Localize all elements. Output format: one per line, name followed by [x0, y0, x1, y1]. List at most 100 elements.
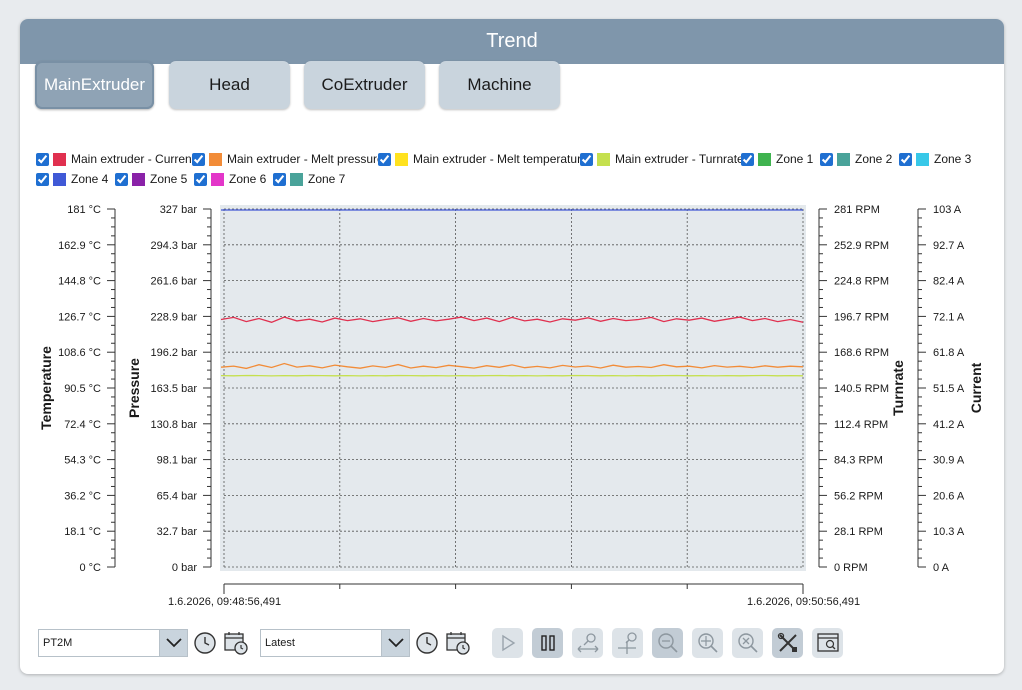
- zoom-move-icon: [697, 633, 718, 653]
- current-tick-label: 61.8 A: [933, 347, 965, 359]
- legend-item-zone-4[interactable]: Zone 4: [36, 171, 108, 187]
- zoom-move-button[interactable]: [692, 628, 723, 658]
- legend-checkbox[interactable]: [36, 152, 49, 166]
- legend-checkbox[interactable]: [741, 152, 754, 166]
- legend-checkbox[interactable]: [899, 152, 912, 166]
- temperature-tick-label: 90.5 °C: [64, 383, 101, 395]
- legend-item-turnrate[interactable]: Main extruder - Turnrate: [580, 151, 744, 167]
- legend-label: Zone 5: [150, 172, 188, 186]
- current-tick-label: 72.1 A: [933, 311, 965, 323]
- range-clock-button[interactable]: [189, 628, 220, 658]
- pressure-axis-title: Pressure: [126, 358, 142, 418]
- legend-label: Zone 3: [934, 152, 972, 166]
- legend-item-zone-3[interactable]: Zone 3: [899, 151, 971, 167]
- play-icon: [501, 634, 515, 652]
- legend-checkbox[interactable]: [580, 152, 593, 166]
- mode-clock-button[interactable]: [411, 628, 442, 658]
- legend-checkbox[interactable]: [192, 152, 205, 166]
- legend-checkbox[interactable]: [115, 172, 128, 186]
- legend-swatch: [916, 152, 929, 166]
- pressure-tick-label: 327 bar: [160, 204, 198, 216]
- tab-head[interactable]: Head: [169, 61, 290, 109]
- turnrate-tick-label: 140.5 RPM: [834, 383, 889, 395]
- pressure-tick-label: 294.3 bar: [151, 240, 198, 252]
- tab-machine[interactable]: Machine: [439, 61, 560, 109]
- x-start-label: 1.6.2026, 09:48:56,491: [168, 596, 282, 608]
- range-select[interactable]: PT2M: [38, 629, 188, 657]
- turnrate-tick-label: 112.4 RPM: [834, 419, 888, 431]
- pressure-tick-label: 196.2 bar: [151, 347, 198, 359]
- mode-select[interactable]: Latest: [260, 629, 410, 657]
- turnrate-tick-label: 56.2 RPM: [834, 490, 883, 502]
- legend-item-zone-2[interactable]: Zone 2: [820, 151, 892, 167]
- current-tick-label: 82.4 A: [933, 276, 965, 288]
- current-tick-label: 92.7 A: [933, 240, 965, 252]
- legend-label: Zone 6: [229, 172, 267, 186]
- turnrate-tick-label: 224.8 RPM: [834, 276, 889, 288]
- legend-item-zone-7[interactable]: Zone 7: [273, 171, 345, 187]
- panel-title: Trend: [20, 19, 1004, 64]
- range-calendar-button[interactable]: [220, 628, 251, 658]
- pressure-tick-label: 130.8 bar: [151, 419, 198, 431]
- legend-label: Zone 7: [308, 172, 346, 186]
- pause-button[interactable]: [532, 628, 563, 658]
- zoom-x-button[interactable]: [572, 628, 603, 658]
- temperature-axis-title: Temperature: [38, 346, 54, 430]
- zoom-in-button[interactable]: [652, 628, 683, 658]
- turnrate-tick-label: 196.7 RPM: [834, 311, 889, 323]
- legend-checkbox[interactable]: [820, 152, 833, 166]
- legend-item-zone-1[interactable]: Zone 1: [741, 151, 813, 167]
- legend-item-current[interactable]: Main extruder - Current: [36, 151, 195, 167]
- clock-icon: [415, 632, 438, 654]
- legend-checkbox[interactable]: [194, 172, 207, 186]
- inspect-button[interactable]: [812, 628, 843, 658]
- inspect-window-icon: [816, 633, 839, 652]
- chevron-down-icon[interactable]: [381, 630, 409, 656]
- zoom-reset-button[interactable]: [732, 628, 763, 658]
- legend-swatch: [209, 152, 222, 166]
- current-tick-label: 0 A: [933, 562, 950, 574]
- turnrate-tick-label: 252.9 RPM: [834, 240, 889, 252]
- chevron-down-icon[interactable]: [159, 630, 187, 656]
- legend-item-melt-temperature[interactable]: Main extruder - Melt temperature: [378, 151, 588, 167]
- current-tick-label: 41.2 A: [933, 419, 965, 431]
- temperature-tick-label: 144.8 °C: [58, 276, 101, 288]
- tab-mainextruder[interactable]: MainExtruder: [35, 61, 154, 109]
- turnrate-tick-label: 0 RPM: [834, 562, 868, 574]
- tools-icon: [777, 632, 797, 652]
- legend-swatch: [290, 172, 303, 186]
- legend-item-melt-pressure[interactable]: Main extruder - Melt pressure: [192, 151, 384, 167]
- temperature-tick-label: 126.7 °C: [58, 311, 101, 323]
- legend-label: Main extruder - Current: [71, 152, 196, 166]
- current-tick-label: 20.6 A: [933, 490, 965, 502]
- calendar-clock-icon: [223, 632, 248, 655]
- current-axis-title: Current: [968, 362, 984, 413]
- legend-swatch: [395, 152, 408, 166]
- zoom-in-icon: [657, 633, 678, 653]
- pressure-tick-label: 261.6 bar: [151, 276, 198, 288]
- legend-checkbox[interactable]: [273, 172, 286, 186]
- clock-icon: [193, 632, 216, 654]
- mode-calendar-button[interactable]: [442, 628, 473, 658]
- turnrate-axis-title: Turnrate: [890, 360, 906, 416]
- current-tick-label: 51.5 A: [933, 383, 965, 395]
- pressure-tick-label: 163.5 bar: [151, 383, 198, 395]
- trend-chart[interactable]: 181 °C 162.9 °C 144.8 °C 126.7 °C 108.6 °C 90…: [0, 0, 1022, 610]
- legend-item-zone-5[interactable]: Zone 5: [115, 171, 187, 187]
- temperature-tick-label: 181 °C: [67, 204, 101, 216]
- legend-label: Main extruder - Turnrate: [615, 152, 744, 166]
- zoom-x-icon: [577, 633, 598, 653]
- zoom-xy-button[interactable]: [612, 628, 643, 658]
- legend-item-zone-6[interactable]: Zone 6: [194, 171, 266, 187]
- temperature-tick-label: 18.1 °C: [64, 526, 101, 538]
- legend-checkbox[interactable]: [36, 172, 49, 186]
- current-tick-label: 30.9 A: [933, 455, 965, 467]
- settings-button[interactable]: [772, 628, 803, 658]
- temperature-tick-label: 54.3 °C: [64, 455, 101, 467]
- legend-checkbox[interactable]: [378, 152, 391, 166]
- pause-icon: [540, 635, 555, 651]
- zoom-xy-icon: [617, 632, 637, 654]
- play-button[interactable]: [492, 628, 523, 658]
- temperature-tick-label: 0 °C: [79, 562, 101, 574]
- tab-coextruder[interactable]: CoExtruder: [304, 61, 425, 109]
